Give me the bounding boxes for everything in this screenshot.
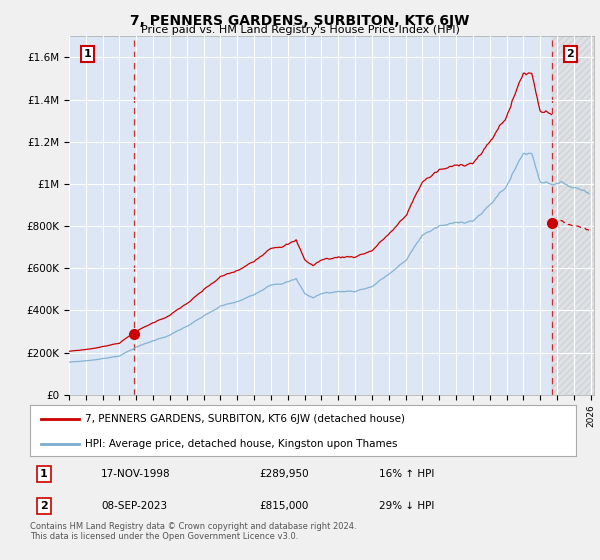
Text: Contains HM Land Registry data © Crown copyright and database right 2024.
This d: Contains HM Land Registry data © Crown c… (30, 522, 356, 542)
Text: HPI: Average price, detached house, Kingston upon Thames: HPI: Average price, detached house, King… (85, 438, 397, 449)
Text: 17-NOV-1998: 17-NOV-1998 (101, 469, 170, 479)
Text: 08-SEP-2023: 08-SEP-2023 (101, 501, 167, 511)
Text: 16% ↑ HPI: 16% ↑ HPI (379, 469, 435, 479)
Text: Price paid vs. HM Land Registry's House Price Index (HPI): Price paid vs. HM Land Registry's House … (140, 25, 460, 35)
Text: £289,950: £289,950 (259, 469, 309, 479)
Text: 7, PENNERS GARDENS, SURBITON, KT6 6JW: 7, PENNERS GARDENS, SURBITON, KT6 6JW (130, 14, 470, 28)
Text: £815,000: £815,000 (259, 501, 308, 511)
Bar (552, 36, 594, 395)
Text: 2: 2 (566, 49, 574, 59)
Text: 29% ↓ HPI: 29% ↓ HPI (379, 501, 435, 511)
Text: 2: 2 (40, 501, 47, 511)
Text: 7, PENNERS GARDENS, SURBITON, KT6 6JW (detached house): 7, PENNERS GARDENS, SURBITON, KT6 6JW (d… (85, 414, 404, 424)
Text: 1: 1 (40, 469, 47, 479)
Text: 1: 1 (83, 49, 91, 59)
